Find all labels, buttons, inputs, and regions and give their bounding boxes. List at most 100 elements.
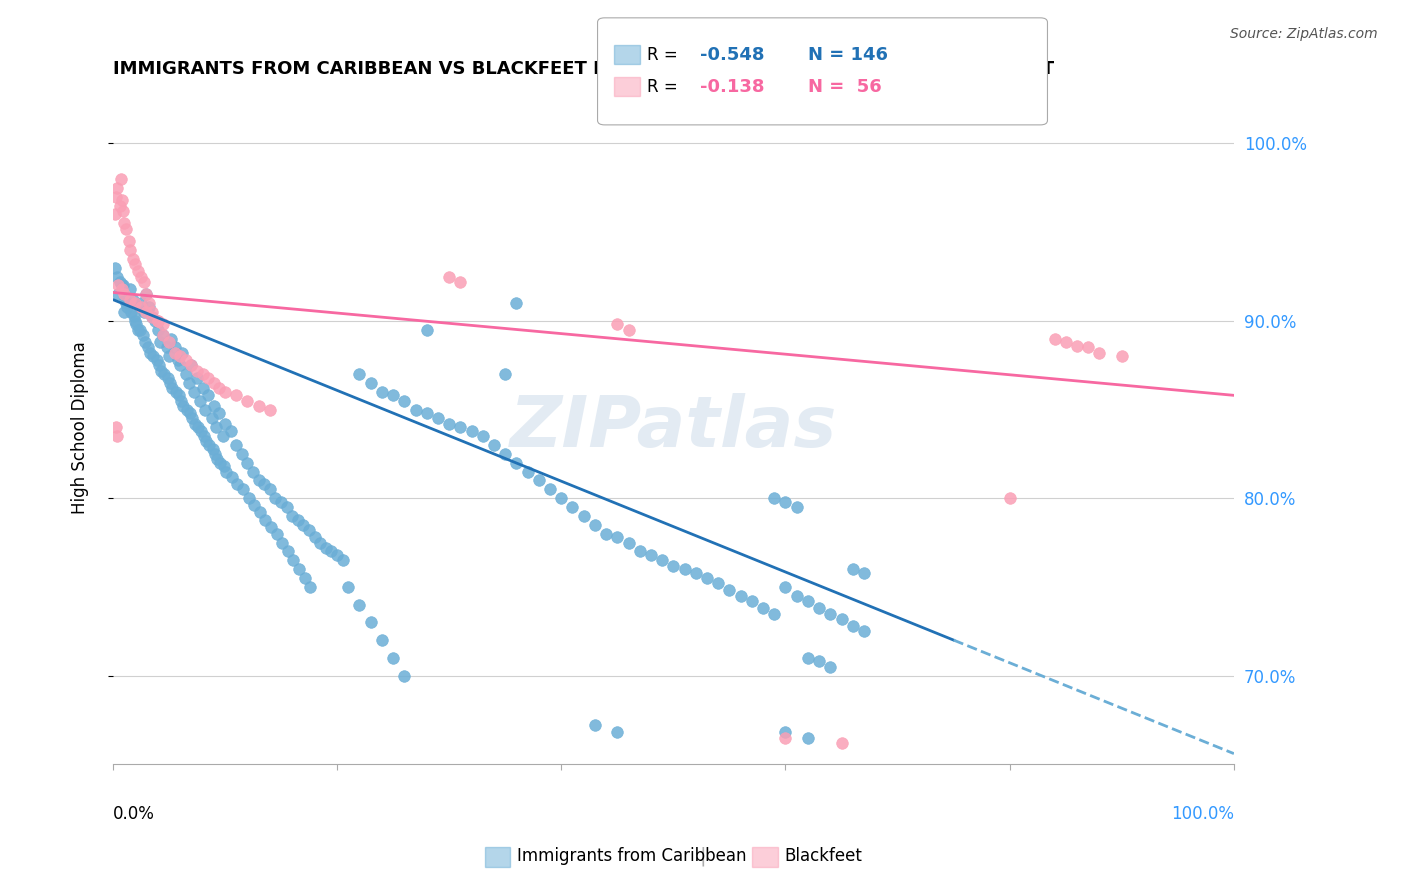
Point [842,619,865,633]
Point [204,447,226,461]
Point [108,198,131,212]
Point [191,381,214,395]
Point [249,505,271,519]
Point [831,736,853,750]
Point [152,328,174,343]
Point [156,370,179,384]
Point [852,624,875,639]
Point [163,341,186,355]
Point [572,508,595,523]
Point [124,257,146,271]
Point [797,731,820,745]
Point [550,491,572,506]
Point [120,305,142,319]
Point [124,314,146,328]
Point [673,562,696,576]
Point [139,345,162,359]
Point [394,668,416,682]
Point [156,341,179,355]
Text: N = 146: N = 146 [808,46,889,64]
Point [172,345,194,359]
Point [254,512,277,526]
Point [169,349,191,363]
Point [1088,345,1111,359]
Point [304,530,326,544]
Point [247,474,270,488]
Point [114,293,136,307]
Y-axis label: High School Diploma: High School Diploma [72,341,89,514]
Point [718,583,741,598]
Point [110,172,132,186]
Point [494,447,516,461]
Point [326,548,349,562]
Point [416,323,439,337]
Point [253,477,276,491]
Point [112,287,135,301]
Point [260,519,283,533]
Point [105,269,128,284]
Point [360,376,382,390]
Point [337,580,360,594]
Point [236,393,259,408]
Point [191,367,214,381]
Point [202,399,225,413]
Point [146,314,169,328]
Point [159,376,181,390]
Point [179,406,201,420]
Point [763,607,786,621]
Point [494,367,516,381]
Point [382,650,405,665]
Point [107,287,129,301]
Point [266,526,288,541]
Point [775,495,797,509]
Point [309,535,332,549]
Text: Blackfeet: Blackfeet [785,847,862,865]
Point [142,349,165,363]
Point [187,420,209,434]
Point [820,607,842,621]
Point [128,323,150,337]
Point [200,411,222,425]
Point [160,332,183,346]
Point [405,402,427,417]
Point [105,420,128,434]
Text: |: | [700,847,706,866]
Point [707,576,730,591]
Point [685,566,707,580]
Point [786,589,808,603]
Point [225,438,247,452]
Point [276,500,298,514]
Point [264,491,287,506]
Point [786,500,808,514]
Point [212,459,235,474]
Point [146,323,169,337]
Point [208,406,231,420]
Point [201,442,224,456]
Point [149,335,172,350]
Point [107,278,129,293]
Point [808,654,831,668]
Point [105,190,128,204]
Point [105,181,128,195]
Point [651,553,673,567]
Point [382,388,405,402]
Point [115,221,138,235]
Point [111,282,134,296]
Point [221,470,243,484]
Point [124,296,146,310]
Point [259,402,281,417]
Point [118,243,141,257]
Point [215,465,238,479]
Point [134,305,156,319]
Text: 0.0%: 0.0% [112,805,155,822]
Text: -0.138: -0.138 [700,78,765,96]
Point [180,358,202,372]
Point [741,594,763,608]
Point [111,203,134,218]
Point [505,296,527,310]
Point [538,483,561,497]
Point [270,495,292,509]
Point [299,580,322,594]
Point [516,465,538,479]
Point [141,310,163,325]
